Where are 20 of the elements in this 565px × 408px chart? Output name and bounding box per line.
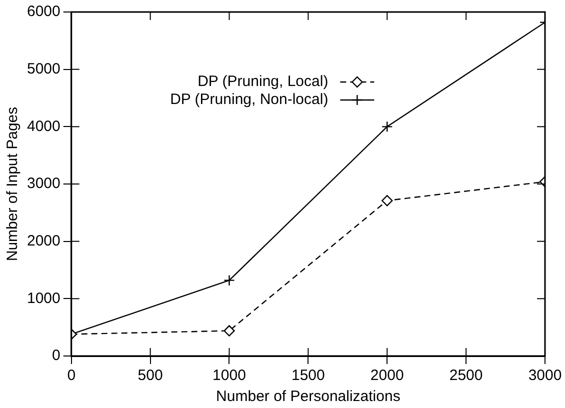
x-tick-label: 1500 (291, 367, 325, 384)
x-tick-label: 500 (138, 367, 163, 384)
y-tick-label: 4000 (26, 118, 60, 135)
x-axis-title: Number of Personalizations (216, 388, 400, 406)
y-axis-title: Number of Input Pages (4, 106, 22, 262)
y-tick-label: 0 (52, 347, 60, 364)
x-tick-label: 0 (67, 367, 76, 384)
legend-label: DP (Pruning, Local) (198, 73, 328, 90)
y-tick-label: 5000 (26, 60, 60, 78)
x-tick-label: 2000 (370, 367, 404, 384)
x-tick-label: 2500 (449, 367, 483, 384)
x-tick-label: 1000 (212, 367, 246, 384)
y-tick-label: 6000 (26, 3, 60, 20)
y-tick-label: 3000 (26, 175, 60, 192)
point (224, 274, 235, 286)
y-tick-label: 2000 (26, 232, 60, 250)
point (382, 121, 393, 132)
y-tick-label: 1000 (26, 290, 60, 307)
x-tick-label: 3000 (528, 367, 562, 384)
legend-label: DP (Pruning, Non-local) (170, 91, 328, 108)
